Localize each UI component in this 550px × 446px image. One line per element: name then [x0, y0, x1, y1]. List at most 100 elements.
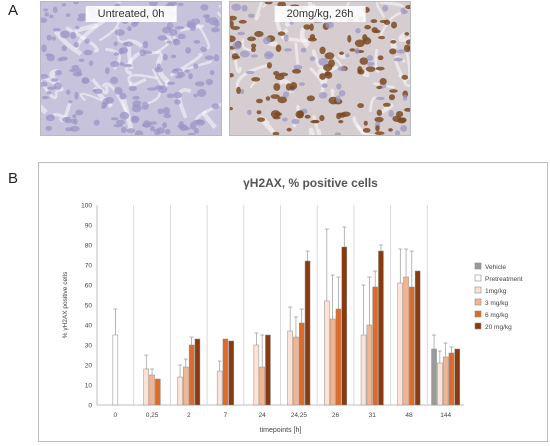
cell-nucleus: [373, 29, 381, 34]
bar: [183, 366, 189, 406]
cell-nucleus: [45, 125, 53, 131]
cell-nucleus: [146, 87, 157, 91]
cell-nucleus: [389, 48, 397, 55]
cell-nucleus: [119, 47, 129, 54]
cell-nucleus: [238, 19, 247, 24]
tissue-fiber: [182, 60, 212, 72]
cell-nucleus: [119, 92, 127, 100]
cell-nucleus: [357, 66, 363, 74]
tissue-fiber: [299, 26, 310, 49]
cell-nucleus: [142, 50, 153, 55]
cell-nucleus: [205, 78, 214, 86]
cell-nucleus: [142, 120, 151, 128]
cell-nucleus: [50, 78, 59, 82]
tissue-fiber: [398, 31, 410, 42]
y-tick-label: 60: [85, 283, 93, 290]
cell-nucleus: [390, 40, 397, 44]
cell-nucleus: [141, 101, 149, 110]
cell-nucleus: [187, 132, 196, 135]
tissue-fiber: [241, 38, 252, 52]
x-tick-label: 26: [332, 412, 340, 419]
cell-nucleus: [396, 49, 406, 54]
bar: [143, 368, 149, 406]
tissue-fiber: [91, 78, 109, 95]
cell-nucleus: [83, 49, 93, 56]
cell-nucleus: [157, 108, 164, 115]
cell-nucleus: [247, 109, 252, 116]
bar: [259, 366, 265, 406]
bar: [228, 340, 234, 406]
y-tick-label: 10: [85, 383, 93, 390]
cell-nucleus: [46, 53, 55, 62]
tissue-fiber: [375, 2, 386, 18]
cell-nucleus: [366, 55, 374, 62]
cell-nucleus: [230, 73, 234, 78]
cell-nucleus: [132, 95, 140, 100]
cell-nucleus: [110, 60, 120, 68]
cell-nucleus: [52, 28, 61, 32]
cell-nucleus: [163, 113, 172, 119]
cell-nucleus: [272, 116, 281, 120]
micrograph-treated: 20mg/kg, 26h: [229, 1, 411, 136]
cell-nucleus: [272, 131, 280, 135]
bar: [442, 356, 449, 406]
cell-nucleus: [189, 121, 197, 130]
micrograph-untreated: Untreated, 0h: [40, 1, 222, 136]
cell-nucleus: [239, 50, 250, 58]
cell-nucleus: [323, 64, 333, 72]
tissue-fiber: [124, 52, 139, 76]
legend-swatch: [474, 298, 482, 306]
tissue-fiber: [254, 2, 264, 21]
cell-nucleus: [41, 74, 49, 79]
cell-nucleus: [41, 17, 48, 23]
cell-nucleus: [171, 54, 177, 59]
cell-nucleus: [251, 77, 261, 82]
cell-nucleus: [364, 24, 372, 30]
y-tick-label: 40: [85, 323, 93, 330]
cell-nucleus: [325, 21, 334, 29]
cell-nucleus: [286, 127, 292, 132]
cell-nucleus: [166, 40, 173, 44]
cell-nucleus: [338, 90, 346, 97]
cell-nucleus: [104, 67, 110, 75]
cell-nucleus: [339, 51, 344, 55]
bar: [177, 376, 183, 406]
cell-nucleus: [250, 54, 258, 58]
cell-nucleus: [388, 128, 393, 132]
cell-nucleus: [376, 109, 383, 116]
cell-nucleus: [172, 39, 181, 46]
cell-nucleus: [319, 46, 326, 55]
cell-nucleus: [61, 116, 70, 122]
cell-nucleus: [162, 122, 167, 129]
cell-nucleus: [250, 43, 257, 49]
cell-nucleus: [74, 91, 79, 100]
y-tick-label: 80: [85, 243, 93, 250]
cell-nucleus: [283, 34, 289, 42]
cell-nucleus: [393, 57, 404, 62]
bar: [431, 348, 437, 406]
cell-nucleus: [43, 8, 49, 12]
cell-nucleus: [236, 86, 241, 95]
cell-nucleus: [362, 34, 368, 42]
cell-nucleus: [231, 53, 239, 60]
cell-nucleus: [116, 119, 126, 125]
cell-nucleus: [193, 127, 200, 134]
cell-nucleus: [230, 20, 234, 28]
tissue-fiber: [352, 115, 368, 135]
panel-a-letter: A: [8, 2, 19, 19]
cell-nucleus: [59, 56, 68, 61]
cell-nucleus: [345, 53, 350, 58]
cell-nucleus: [357, 103, 364, 109]
tissue-fiber: [74, 23, 98, 34]
bar: [293, 336, 299, 406]
y-tick-label: 70: [85, 263, 93, 270]
cell-nucleus: [319, 73, 326, 80]
cell-nucleus: [73, 41, 79, 48]
cell-nucleus: [289, 81, 298, 90]
bar: [397, 282, 403, 406]
cell-nucleus: [84, 38, 90, 44]
cell-nucleus: [338, 120, 344, 124]
cell-nucleus: [204, 55, 214, 60]
cell-nucleus: [303, 24, 311, 30]
cell-nucleus: [248, 13, 255, 18]
